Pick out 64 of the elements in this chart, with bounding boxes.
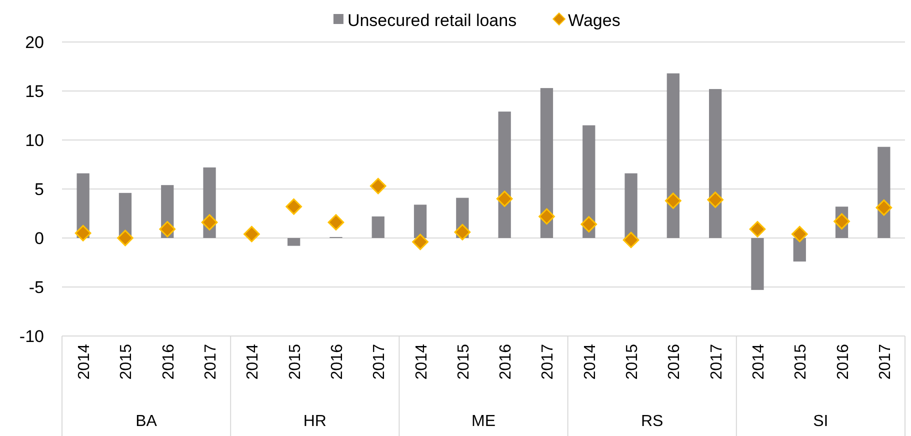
x-tick-label: 2014 [244, 344, 262, 380]
point [580, 216, 598, 232]
x-tick-label: 2016 [666, 344, 684, 380]
bar [498, 112, 511, 238]
x-tick-label: 2014 [76, 344, 94, 380]
y-tick-label: 15 [25, 82, 44, 101]
x-tick-label: 2017 [540, 344, 557, 380]
point [749, 221, 766, 238]
bar [793, 238, 806, 262]
y-tick-label: 5 [34, 180, 44, 199]
bar [624, 173, 638, 238]
x-tick-label: 2015 [792, 344, 810, 380]
x-tick-label: 2016 [498, 344, 515, 380]
text: SI [813, 413, 828, 430]
point [370, 178, 386, 194]
text: HR [303, 413, 326, 430]
x-tick-label: 2015 [624, 344, 642, 380]
x-tick-label: 2015 [455, 344, 472, 380]
x-tick-label: 2016 [160, 344, 178, 380]
text: RS [640, 413, 664, 430]
point [538, 208, 555, 225]
x-tick-label: 2014 [582, 344, 599, 380]
bar [751, 238, 764, 290]
point [201, 214, 218, 230]
point [791, 226, 808, 242]
x-tick-label: 2017 [876, 344, 894, 380]
text: BA [136, 413, 158, 430]
point [622, 232, 640, 248]
x-tick-label: 2014 [413, 344, 430, 380]
x-tick-label: 2017 [371, 344, 388, 380]
point [117, 230, 134, 246]
x-tick-label: 2016 [328, 344, 346, 380]
point [244, 226, 260, 242]
x-tick-label: 2017 [708, 344, 726, 380]
y-tick-label: -10 [19, 326, 44, 346]
point [707, 192, 724, 208]
x-tick-label: 2015 [286, 344, 304, 380]
y-tick-label: -5 [28, 278, 44, 297]
point [328, 214, 344, 230]
point [159, 221, 176, 238]
y-tick-label: 10 [25, 130, 44, 150]
bar [540, 88, 554, 238]
legend-label: Wages [568, 10, 620, 30]
y-tick-label: 20 [25, 32, 44, 52]
y-tick-label: 0 [34, 228, 44, 248]
text: ME [472, 413, 496, 430]
point [454, 224, 471, 240]
point [876, 199, 892, 216]
bar [414, 204, 427, 238]
legend-label: Unsecured retail loans [347, 10, 517, 30]
x-tick-label: 2016 [834, 344, 852, 380]
point [286, 198, 302, 215]
point [834, 213, 850, 230]
x-tick-label: 2017 [202, 344, 220, 380]
point [412, 234, 428, 250]
bar [666, 73, 680, 238]
bar [288, 238, 300, 246]
bar [372, 216, 384, 238]
x-tick-label: 2015 [118, 344, 136, 380]
x-tick-label: 2014 [750, 344, 768, 380]
bar [709, 89, 722, 238]
point [665, 192, 682, 209]
point [74, 224, 92, 242]
point [496, 190, 513, 207]
